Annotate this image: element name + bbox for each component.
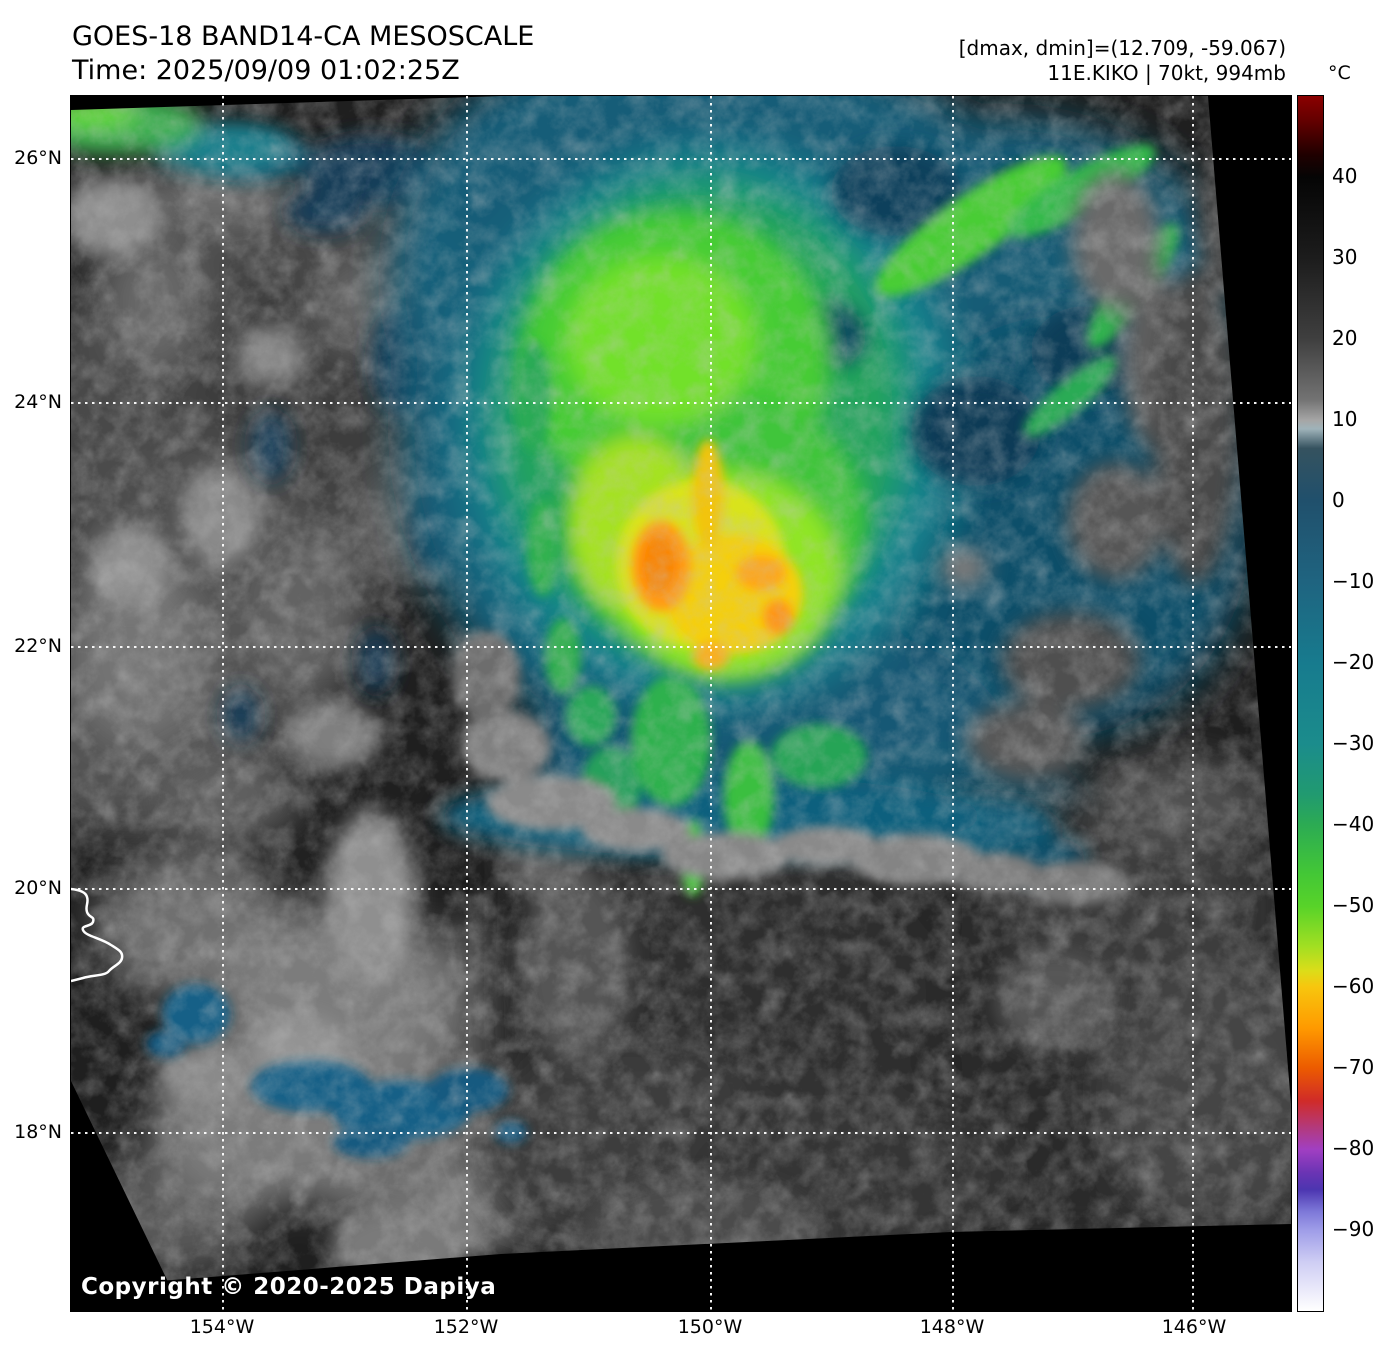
lat-tick-label: 26°N <box>14 147 62 169</box>
colorbar-tick-label: 40 <box>1332 164 1358 188</box>
colorbar-tick-label: −90 <box>1332 1217 1375 1241</box>
lon-tick-label: 154°W <box>189 1316 255 1338</box>
colorbar-tick-label: 30 <box>1332 245 1358 269</box>
gridline-lon-152w <box>466 96 468 1311</box>
colorbar-tick-label: 0 <box>1332 488 1345 512</box>
colorbar-tick-label: −30 <box>1332 731 1375 755</box>
gridline-lon-150w <box>710 96 712 1311</box>
lat-tick-label: 22°N <box>14 635 62 657</box>
gridline-lon-146w <box>1192 96 1194 1311</box>
lon-tick-label: 146°W <box>1161 1316 1227 1338</box>
colorbar-tick-labels: 40 30 20 10 0 −10 −20 −30 −40 −50 −60 −7… <box>1332 95 1390 1310</box>
colorbar-tick-label: −80 <box>1332 1136 1375 1160</box>
coastline <box>71 887 124 983</box>
gridline-lon-148w <box>952 96 954 1311</box>
copyright-watermark: Copyright © 2020-2025 Dapiya <box>81 1274 497 1300</box>
gridline-lat-18n <box>71 1132 1291 1134</box>
satellite-map-plot: Copyright © 2020-2025 Dapiya <box>70 95 1292 1312</box>
colorbar-gradient <box>1297 95 1324 1312</box>
lat-tick-label: 20°N <box>14 877 62 899</box>
colorbar-tick-label: 10 <box>1332 407 1358 431</box>
figure-time-label: Time: 2025/09/09 01:02:25Z <box>72 55 460 86</box>
colorbar-tick-label: −70 <box>1332 1055 1375 1079</box>
lon-tick-label: 148°W <box>919 1316 985 1338</box>
colorbar-tick-label: −20 <box>1332 650 1375 674</box>
gridline-lat-22n <box>71 646 1291 648</box>
lat-tick-label: 24°N <box>14 391 62 413</box>
gridline-lat-26n <box>71 158 1291 160</box>
colorbar-tick-label: 20 <box>1332 326 1358 350</box>
gridline-lat-24n <box>71 402 1291 404</box>
figure-annotations: [dmax, dmin]=(12.709, -59.067) 11E.KIKO … <box>959 36 1286 86</box>
figure-title: GOES-18 BAND14-CA MESOSCALE <box>72 21 535 52</box>
colorbar-tick-label: −50 <box>1332 893 1375 917</box>
colorbar-tick-label: −40 <box>1332 812 1375 836</box>
gridline-lat-20n <box>71 888 1291 890</box>
colorbar-tick-label: −10 <box>1332 569 1375 593</box>
lon-tick-label: 152°W <box>433 1316 499 1338</box>
satellite-image <box>71 96 1291 1311</box>
lon-tick-label: 150°W <box>677 1316 743 1338</box>
lat-tick-label: 18°N <box>14 1121 62 1143</box>
colorbar-tick-label: −60 <box>1332 974 1375 998</box>
dmax-dmin-label: [dmax, dmin]=(12.709, -59.067) <box>958 36 1286 60</box>
colorbar-unit-label: °C <box>1328 62 1351 84</box>
storm-info-label: 11E.KIKO | 70kt, 994mb <box>1047 61 1286 85</box>
gridline-lon-154w <box>222 96 224 1311</box>
